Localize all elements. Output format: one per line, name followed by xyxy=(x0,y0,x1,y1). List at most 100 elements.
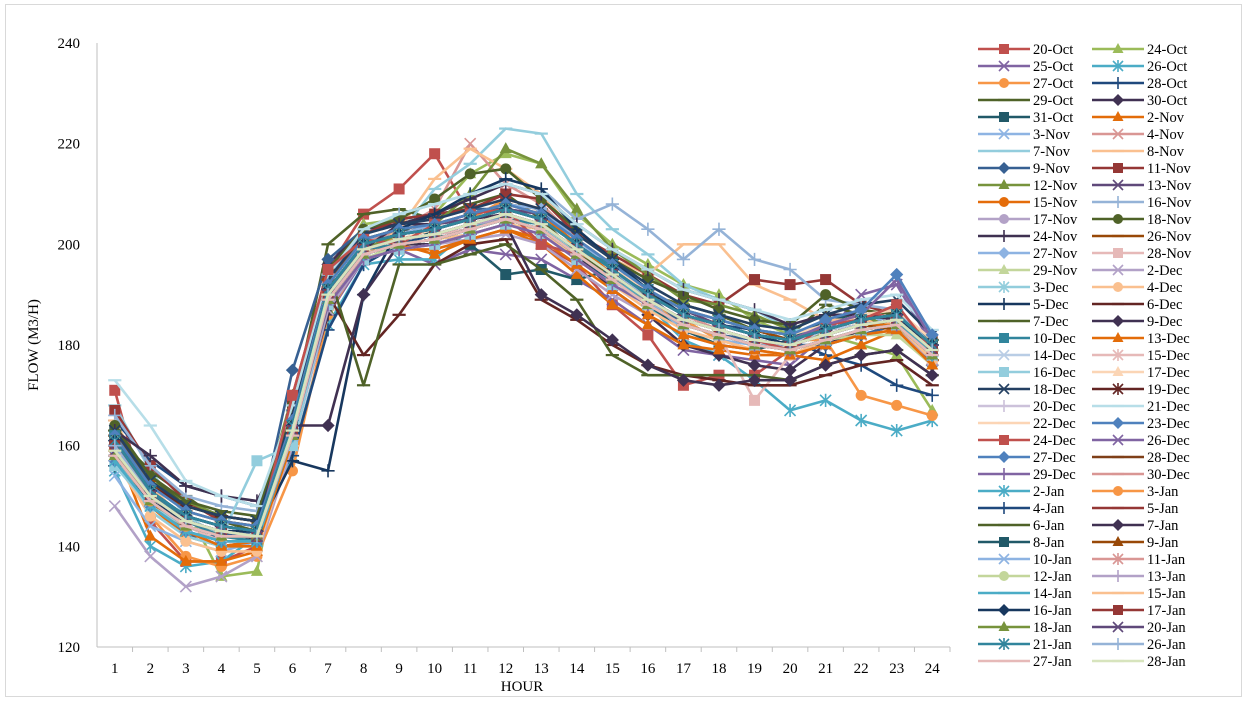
legend-label: 14-Jan xyxy=(1033,586,1072,602)
data-point-marker xyxy=(998,247,1010,259)
x-tick-label: 24 xyxy=(925,661,941,677)
series-line xyxy=(113,212,934,538)
legend-label: 28-Jan xyxy=(1147,654,1186,670)
legend-label: 27-Jan xyxy=(1033,654,1072,670)
legend-item-17-nov: 17-Nov xyxy=(978,212,1078,228)
legend-item-23-dec: 23-Dec xyxy=(1092,416,1190,432)
series-line xyxy=(113,202,934,528)
legend-label: 7-Dec xyxy=(1033,314,1068,330)
legend-label: 4-Jan xyxy=(1033,501,1065,517)
legend-label: 21-Dec xyxy=(1147,399,1190,415)
data-point-marker xyxy=(820,274,832,286)
legend-item-15-jan: 15-Jan xyxy=(1092,586,1186,602)
data-point-marker xyxy=(1112,570,1124,582)
legend-item-20-dec: 20-Dec xyxy=(978,399,1076,415)
series-line xyxy=(113,207,934,533)
data-point-marker xyxy=(500,188,512,200)
series-line xyxy=(113,212,934,538)
legend-label: 28-Nov xyxy=(1147,246,1192,262)
series-line xyxy=(113,217,934,538)
legend-item-11-nov: 11-Nov xyxy=(1092,161,1192,177)
data-point-marker xyxy=(999,571,1009,581)
x-tick-label: 6 xyxy=(289,661,297,677)
data-point-marker xyxy=(321,464,335,478)
legend-label: 27-Dec xyxy=(1033,450,1076,466)
data-point-marker xyxy=(286,389,298,401)
legend-item-29-oct: 29-Oct xyxy=(978,93,1073,109)
chart-frame xyxy=(5,4,1242,697)
legend-item-30-dec: 30-Dec xyxy=(1092,467,1190,483)
data-point-marker xyxy=(499,142,512,154)
data-point-marker xyxy=(109,384,121,396)
legend-item-26-nov: 26-Nov xyxy=(1092,229,1192,245)
data-point-marker xyxy=(605,197,619,211)
data-point-marker xyxy=(1112,196,1124,208)
x-tick-label: 12 xyxy=(498,661,513,677)
legend-item-26-jan: 26-Jan xyxy=(1092,637,1186,653)
data-point-marker xyxy=(570,202,583,214)
data-point-marker xyxy=(215,554,228,566)
data-point-marker xyxy=(144,520,157,533)
y-tick-label: 200 xyxy=(58,237,81,253)
legend-label: 22-Dec xyxy=(1033,416,1076,432)
data-point-marker xyxy=(1112,638,1124,650)
data-point-marker xyxy=(855,389,867,401)
data-point-marker xyxy=(712,338,726,350)
legend-item-10-jan: 10-Jan xyxy=(978,552,1072,568)
data-point-marker xyxy=(393,183,405,195)
series-3-dec xyxy=(108,212,939,553)
legend-item-16-nov: 16-Nov xyxy=(1092,195,1192,211)
legend-label: 10-Jan xyxy=(1033,552,1072,568)
legend-item-12-nov: 12-Nov xyxy=(978,178,1078,194)
data-point-marker xyxy=(1112,332,1124,342)
legend-label: 24-Dec xyxy=(1033,433,1076,449)
data-point-marker xyxy=(926,409,938,421)
series-line xyxy=(113,212,933,543)
data-point-marker xyxy=(925,388,939,402)
data-point-marker xyxy=(570,267,583,279)
data-point-marker xyxy=(926,358,939,370)
data-point-marker xyxy=(641,318,654,330)
legend-item-2-nov: 2-Nov xyxy=(1092,110,1185,126)
legend-label: 15-Jan xyxy=(1147,586,1186,602)
legend-item-17-dec: 17-Dec xyxy=(1092,365,1190,381)
data-point-marker xyxy=(998,128,1010,140)
y-tick-label: 220 xyxy=(58,137,81,153)
data-point-marker xyxy=(1112,43,1124,53)
legend-label: 21-Jan xyxy=(1033,637,1072,653)
legend-label: 23-Dec xyxy=(1147,416,1190,432)
legend: 20-Oct 24-Oct 25-Oct 26-Oct 27-Oct 28-Oct 29-O… xyxy=(978,42,1192,670)
legend-item-18-jan: 18-Jan xyxy=(978,620,1072,636)
data-point-marker xyxy=(999,435,1009,445)
data-point-marker xyxy=(500,163,512,175)
series-18-dec xyxy=(108,192,939,528)
data-point-marker xyxy=(251,455,263,467)
data-point-marker xyxy=(1112,621,1124,633)
legend-item-13-dec: 13-Dec xyxy=(1092,331,1190,347)
legend-label: 11-Nov xyxy=(1147,161,1192,177)
data-point-marker xyxy=(1112,383,1124,395)
legend-item-15-nov: 15-Nov xyxy=(978,195,1078,211)
data-point-marker xyxy=(998,179,1010,189)
legend-label: 15-Nov xyxy=(1033,195,1078,211)
data-point-marker xyxy=(999,112,1009,122)
data-point-marker xyxy=(1112,111,1124,121)
data-point-marker xyxy=(998,502,1010,514)
x-tick-label: 4 xyxy=(218,661,226,677)
series-line xyxy=(113,212,934,538)
data-point-marker xyxy=(999,78,1009,88)
x-tick-label: 9 xyxy=(395,661,403,677)
data-point-marker xyxy=(999,333,1009,343)
data-point-marker xyxy=(747,358,762,372)
series-21-dec xyxy=(108,182,939,508)
series-line xyxy=(113,192,933,528)
legend-item-11-jan: 11-Jan xyxy=(1092,552,1186,568)
legend-item-24-dec: 24-Dec xyxy=(978,433,1076,449)
x-tick-label: 11 xyxy=(463,661,477,677)
legend-item-9-jan: 9-Jan xyxy=(1092,535,1179,551)
data-point-marker xyxy=(570,308,584,322)
series-line xyxy=(113,202,934,533)
legend-item-18-nov: 18-Nov xyxy=(1092,212,1192,228)
series-line xyxy=(113,212,934,538)
legend-item-6-dec: 6-Dec xyxy=(1092,297,1182,313)
